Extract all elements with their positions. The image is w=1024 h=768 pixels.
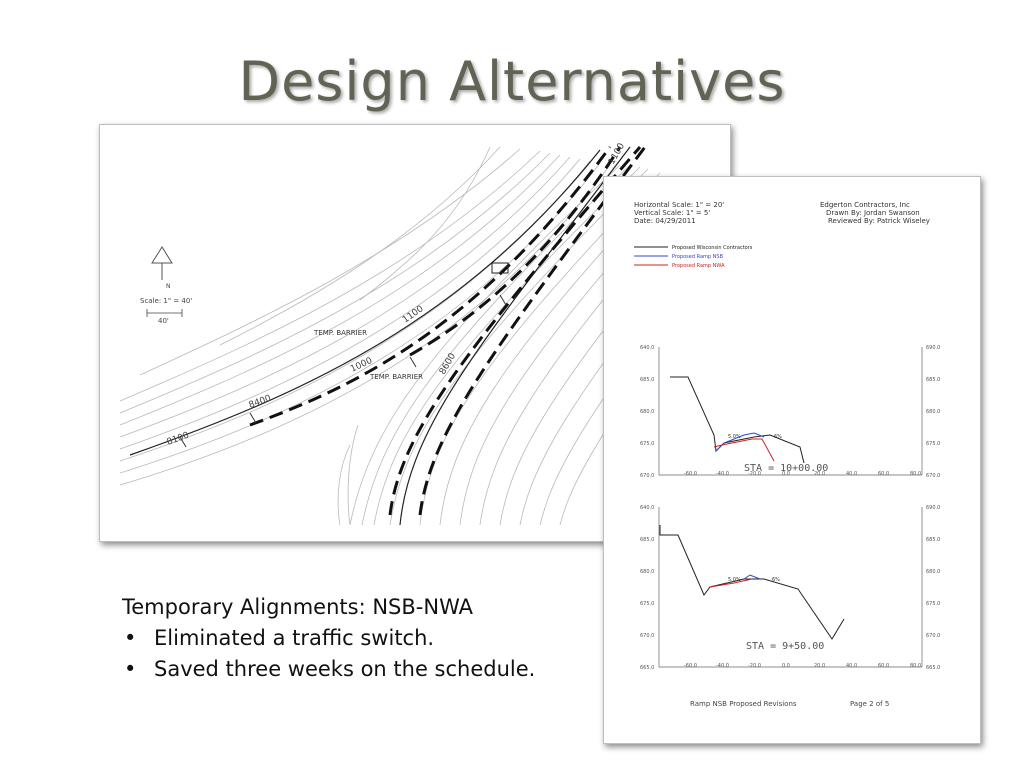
scale-label: Scale: 1" = 40'	[140, 297, 192, 305]
header-right-line: Reviewed By: Patrick Wiseley	[828, 217, 930, 225]
y-tick-label: 685.0	[926, 377, 940, 383]
x-tick-label: 20.0	[814, 663, 825, 669]
y-tick-label: 670.0	[640, 473, 654, 479]
y-tick-label: 680.0	[926, 409, 940, 415]
header-left-line: Vertical Scale: 1" = 5'	[634, 209, 710, 217]
bullet-item: • Saved three weeks on the schedule.	[122, 654, 592, 685]
slope-label: 5.0%	[728, 434, 741, 440]
bullet-text: Eliminated a traffic switch.	[154, 626, 435, 650]
x-tick-label: -40.0	[716, 471, 729, 477]
x-tick-label: 40.0	[846, 663, 857, 669]
y-tick-label: 670.0	[926, 473, 940, 479]
header-right-line: Drawn By: Jordan Swanson	[826, 209, 920, 217]
slide-title: Design Alternatives	[238, 50, 786, 113]
station-label: STA = 10+00.00	[744, 463, 828, 474]
x-tick-label: 40.0	[846, 471, 857, 477]
y-tick-label: 680.0	[640, 569, 654, 575]
x-tick-label: 0.0	[782, 471, 790, 477]
y-tick-label: 675.0	[926, 601, 940, 607]
north-arrow-icon	[151, 246, 173, 280]
station-label: 8100	[166, 430, 191, 447]
slope-label: 5.0%	[728, 577, 741, 583]
y-tick-label: 670.0	[640, 633, 654, 639]
bullet-icon: •	[124, 657, 137, 681]
y-tick-label: 675.0	[640, 441, 654, 447]
structure-marker	[491, 262, 509, 274]
y-tick-label: 685.0	[640, 537, 654, 543]
x-tick-label: 80.0	[910, 663, 921, 669]
header-left-line: Date: 04/29/2011	[634, 217, 696, 225]
x-tick-label: 60.0	[878, 663, 889, 669]
y-tick-label: 680.0	[926, 569, 940, 575]
x-tick-label: -60.0	[684, 663, 697, 669]
barrier-label: TEMP. BARRIER	[313, 329, 367, 337]
profile-sheet-svg: Horizontal Scale: 1" = 20' Vertical Scal…	[634, 201, 940, 708]
legend-item: Proposed Ramp NWA	[672, 263, 725, 269]
y-tick-label: 685.0	[640, 377, 654, 383]
y-tick-label: 670.0	[926, 633, 940, 639]
page-number: Page 2 of 5	[850, 700, 889, 708]
station-label: STA = 9+50.00	[746, 641, 824, 652]
station-label: 8400	[248, 393, 273, 410]
x-tick-label: 20.0	[814, 471, 825, 477]
barrier-label: TEMP. BARRIER	[369, 373, 423, 381]
y-tick-label: 675.0	[640, 601, 654, 607]
north-label: N	[166, 283, 171, 290]
footer-title: Ramp NSB Proposed Revisions	[690, 700, 797, 708]
x-tick-label: -20.0	[748, 471, 761, 477]
header-left-line: Horizontal Scale: 1" = 20'	[634, 201, 724, 209]
y-tick-label: 675.0	[926, 441, 940, 447]
slope-label: 6%	[774, 434, 782, 440]
scale-bar-label: 40'	[158, 317, 169, 325]
y-tick-label: 690.0	[926, 505, 940, 511]
y-tick-label: 680.0	[640, 409, 654, 415]
header-right-line: Edgerton Contractors, Inc	[820, 201, 910, 209]
legend-item: Proposed Ramp NSB	[672, 254, 724, 260]
bullet-text: Saved three weeks on the schedule.	[154, 657, 536, 681]
profile-legend: Proposed Wisconsin Contractors Proposed …	[634, 245, 753, 269]
x-tick-label: 60.0	[878, 471, 889, 477]
x-tick-label: 0.0	[782, 663, 790, 669]
notes-heading: Temporary Alignments: NSB-NWA	[122, 595, 474, 619]
slope-label: 6%	[772, 577, 780, 583]
y-tick-label: 640.0	[640, 505, 654, 511]
x-tick-label: 80.0	[910, 471, 921, 477]
profile-sheet: Horizontal Scale: 1" = 20' Vertical Scal…	[603, 176, 981, 744]
y-tick-label: 685.0	[926, 537, 940, 543]
x-tick-label: -40.0	[716, 663, 729, 669]
y-tick-label: 665.0	[640, 665, 654, 671]
bullet-item: • Eliminated a traffic switch.	[122, 623, 592, 654]
notes-block: Temporary Alignments: NSB-NWA • Eliminat…	[122, 592, 592, 685]
y-tick-label: 640.0	[640, 345, 654, 351]
cross-section-2: 640.0 685.0 680.0 675.0 670.0 665.0 690.…	[640, 505, 940, 671]
y-tick-label: 690.0	[926, 345, 940, 351]
y-tick-label: 665.0	[926, 665, 940, 671]
x-tick-label: -60.0	[684, 471, 697, 477]
plan-drawing-svg: 8100 8400 1000 1100 8600 1100 TEMP. BARR…	[119, 141, 726, 526]
bullet-icon: •	[124, 626, 137, 650]
scale-bar	[146, 309, 183, 317]
legend-item: Proposed Wisconsin Contractors	[672, 245, 753, 251]
cross-section-1: 640.0 685.0 680.0 675.0 670.0 690.0 685.…	[640, 345, 940, 479]
x-tick-label: -20.0	[748, 663, 761, 669]
